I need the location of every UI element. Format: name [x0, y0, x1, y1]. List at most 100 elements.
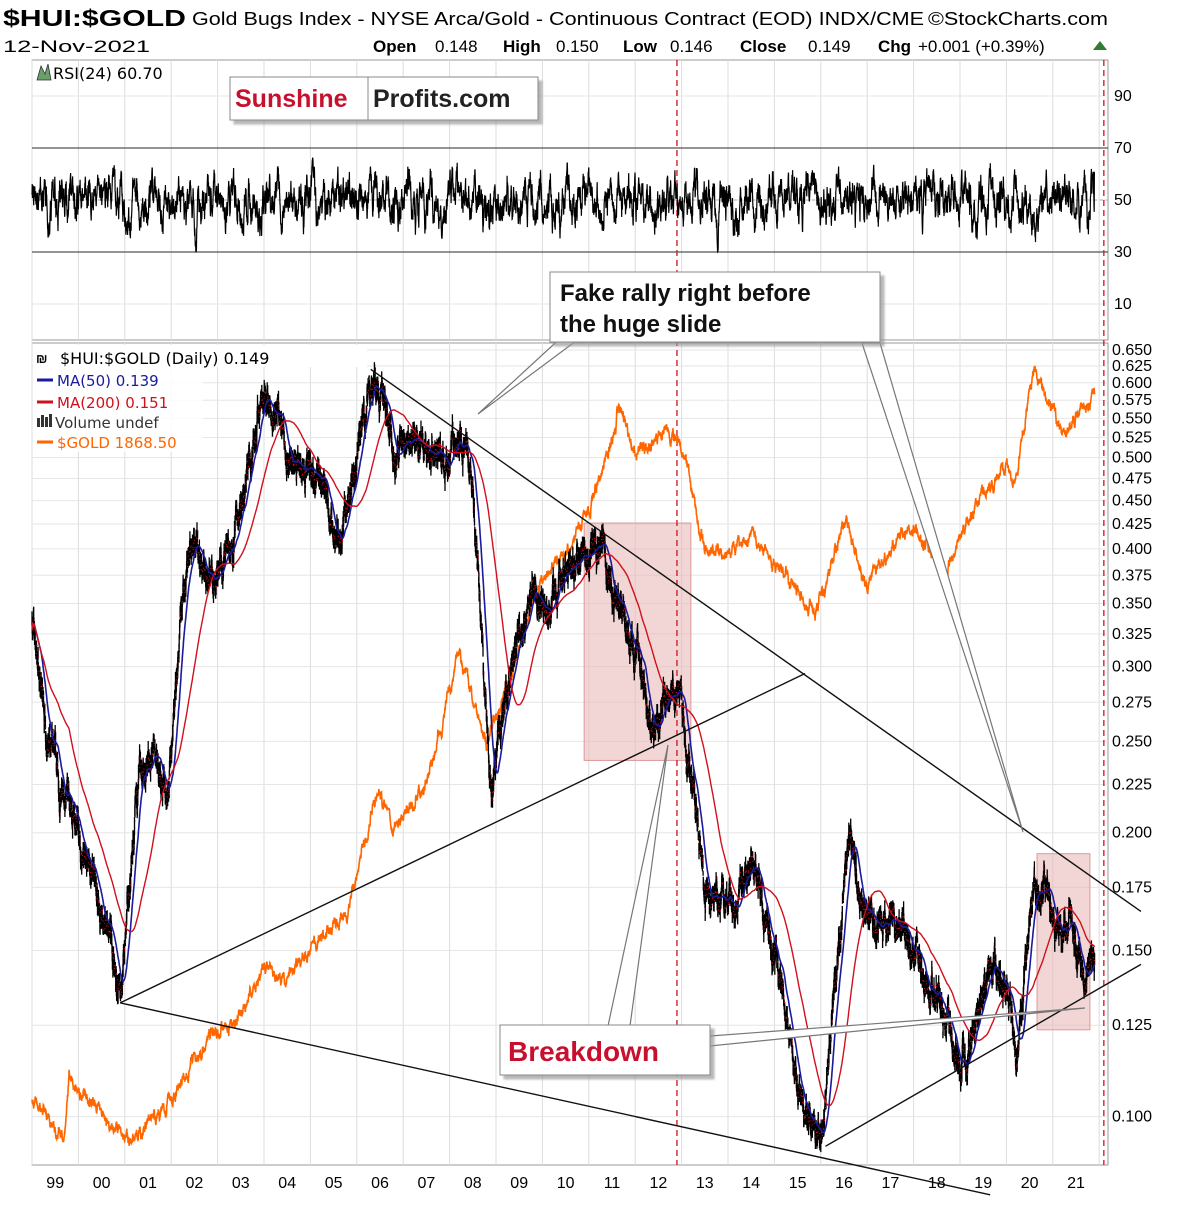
chart-date: 12-Nov-2021: [3, 37, 150, 56]
trendlines: [119, 368, 1142, 1196]
logo-part1: Sunshine: [235, 85, 348, 113]
x-tick-label: 21: [1067, 1175, 1085, 1192]
trendline: [119, 672, 806, 1004]
price-tick-label: 0.300: [1112, 659, 1152, 676]
price-tick-label: 0.225: [1112, 776, 1152, 793]
x-tick-label: 16: [835, 1175, 853, 1192]
x-tick-label: 00: [93, 1175, 111, 1192]
x-tick-label: 15: [789, 1175, 807, 1192]
open-value: 0.148: [435, 37, 478, 56]
x-tick-label: 99: [46, 1175, 64, 1192]
logo-part2: Profits.com: [373, 85, 511, 113]
fake-rally-text-2: the huge slide: [560, 311, 721, 338]
rsi-tick-label: 90: [1114, 88, 1132, 105]
trendline: [120, 1002, 991, 1196]
x-tick-label: 01: [139, 1175, 157, 1192]
x-tick-label: 04: [278, 1175, 296, 1192]
vertical-markers: [676, 60, 1105, 1165]
legend-price-icon: ₪: [36, 351, 48, 366]
price-tick-label: 0.475: [1112, 470, 1152, 487]
x-tick-label: 17: [882, 1175, 900, 1192]
gold-line: [31, 365, 1096, 1147]
x-tick-label: 08: [464, 1175, 482, 1192]
x-tick-label: 10: [557, 1175, 575, 1192]
price-tick-label: 0.625: [1112, 358, 1152, 375]
price-legend: ₪ $HUI:$GOLD (Daily) 0.149 MA(50) 0.139 …: [33, 345, 367, 452]
rsi-tick-label: 70: [1114, 140, 1132, 157]
rsi-tick-label: 10: [1114, 296, 1132, 313]
legend-price: $HUI:$GOLD (Daily) 0.149: [60, 349, 269, 368]
price-tick-label: 0.375: [1112, 567, 1152, 584]
price-tick-label: 0.550: [1112, 410, 1152, 427]
price-tick-label: 0.250: [1112, 733, 1152, 750]
ohlc-readout: Open 0.148 High 0.150 Low 0.146 Close 0.…: [373, 37, 1107, 56]
rsi-icon: [36, 63, 52, 81]
x-tick-label: 14: [742, 1175, 760, 1192]
legend-volume: Volume undef: [55, 414, 159, 432]
ma50-line: [31, 385, 1096, 1134]
price-tick-label: 0.600: [1112, 375, 1152, 392]
price-tick-label: 0.400: [1112, 541, 1152, 558]
price-tick-label: 0.575: [1112, 392, 1152, 409]
price-tick-label: 0.175: [1112, 879, 1152, 896]
rsi-legend: RSI(24) 60.70: [36, 63, 163, 83]
rsi-tick-label: 50: [1114, 192, 1132, 209]
close-label: Close: [740, 37, 786, 56]
price-tick-label: 0.200: [1112, 825, 1152, 842]
price-tick-label: 0.125: [1112, 1017, 1152, 1034]
price-tick-label: 0.350: [1112, 596, 1152, 613]
x-tick-label: 09: [510, 1175, 528, 1192]
x-tick-label: 07: [418, 1175, 436, 1192]
close-value: 0.149: [808, 37, 851, 56]
price-tick-label: 0.425: [1112, 516, 1152, 533]
legend-ma200: MA(200) 0.151: [57, 394, 168, 412]
x-tick-label: 20: [1021, 1175, 1039, 1192]
x-tick-label: 13: [696, 1175, 714, 1192]
low-value: 0.146: [670, 37, 713, 56]
price-tick-label: 0.450: [1112, 493, 1152, 510]
copyright: ©StockCharts.com: [928, 9, 1108, 29]
trendline: [825, 963, 1142, 1147]
rsi-tick-label: 30: [1114, 244, 1132, 261]
rsi-legend-label: RSI(24) 60.70: [53, 64, 163, 83]
rsi-reference-lines: [32, 147, 1108, 253]
ma200-line: [31, 409, 1096, 1107]
rsi-y-axis: 90 70 50 30 10: [1114, 88, 1132, 313]
rsi-line: [31, 157, 1095, 254]
x-tick-label: 06: [371, 1175, 389, 1192]
price-tick-label: 0.650: [1112, 342, 1152, 359]
chart-description: Gold Bugs Index - NYSE Arca/Gold - Conti…: [192, 9, 924, 29]
x-tick-label: 12: [650, 1175, 668, 1192]
x-axis: 99 00 01 02 03 04 05 06 07 08 09 10 11 12 13 14 15 16 17 18…: [46, 1175, 1085, 1192]
sunshine-profits-logo: [229, 76, 539, 121]
high-value: 0.150: [556, 37, 599, 56]
chg-value: +0.001 (+0.39%): [918, 37, 1045, 56]
legend-gold: $GOLD 1868.50: [57, 434, 177, 452]
triangle-up-icon: [1093, 41, 1107, 50]
x-tick-label: 02: [186, 1175, 204, 1192]
x-tick-label: 03: [232, 1175, 250, 1192]
chart-symbol: $HUI:$GOLD: [3, 5, 186, 31]
price-tick-label: 0.525: [1112, 429, 1152, 446]
price-tick-label: 0.325: [1112, 626, 1152, 643]
high-label: High: [503, 37, 541, 56]
fake-rally-text-1: Fake rally right before: [560, 280, 811, 307]
chg-label: Chg: [878, 37, 911, 56]
trendline: [370, 368, 1142, 913]
open-label: Open: [373, 37, 416, 56]
x-tick-label: 11: [604, 1175, 621, 1192]
fake-rally-callout: Fake rally right before the huge slide: [549, 271, 881, 343]
breakdown-text: Breakdown: [508, 1036, 659, 1067]
breakdown-callout: Breakdown: [499, 1024, 711, 1076]
price-tick-label: 0.150: [1112, 943, 1152, 960]
legend-ma50: MA(50) 0.139: [57, 372, 159, 390]
x-tick-label: 19: [974, 1175, 992, 1192]
price-tick-label: 0.100: [1112, 1109, 1152, 1126]
low-label: Low: [623, 37, 658, 56]
volume-icon: [37, 414, 52, 427]
x-tick-label: 18: [928, 1175, 946, 1192]
price-tick-label: 0.275: [1112, 694, 1152, 711]
x-tick-label: 05: [325, 1175, 343, 1192]
